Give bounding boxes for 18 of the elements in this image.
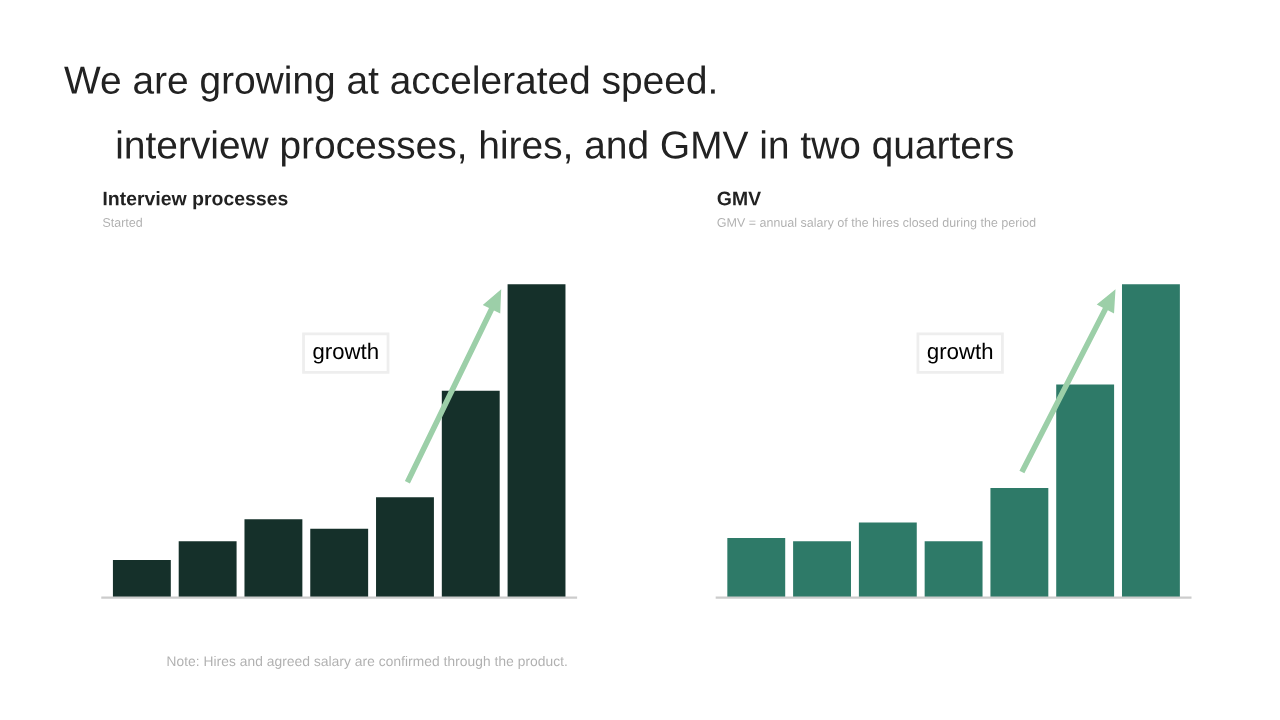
chart-title: GMV <box>717 191 761 206</box>
text: interview processes, hires, and GMV in two quarters <box>117 130 1013 167</box>
bar <box>507 284 566 598</box>
bar <box>310 528 369 598</box>
text: We are growing at accelerated speed. <box>64 65 715 102</box>
bar <box>376 497 434 598</box>
bar <box>112 560 171 598</box>
annotation: growth <box>927 342 993 364</box>
bar <box>793 541 851 598</box>
bar <box>178 541 237 598</box>
bar <box>990 487 1049 598</box>
chart-title: Interview processes <box>103 191 288 210</box>
annotation: growth <box>313 342 378 364</box>
bar <box>924 541 983 598</box>
bar <box>1121 284 1180 598</box>
bar <box>727 538 786 598</box>
bar <box>858 522 917 598</box>
bar <box>244 519 303 598</box>
